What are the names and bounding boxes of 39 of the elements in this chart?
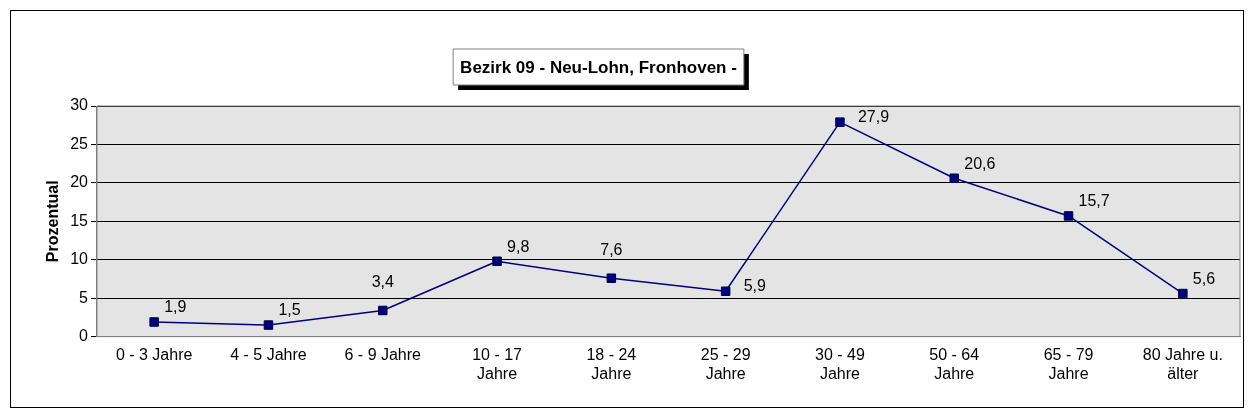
point [949, 173, 959, 183]
y-tick-label: 30 [70, 96, 89, 114]
y-tick-label: 10 [70, 250, 89, 268]
data-label: 7,6 [600, 240, 623, 258]
x-tick-label: 6 - 9 Jahre [344, 345, 422, 363]
data-label: 9,8 [507, 237, 530, 255]
point [835, 117, 845, 127]
data-label: 1,9 [164, 298, 187, 316]
point [378, 305, 388, 316]
point [263, 320, 274, 330]
chart-title: Bezirk 09 - Neu-Lohn, Fronhoven - [460, 57, 737, 77]
x-tick-label: 65 - 79 Jahre [1043, 345, 1094, 382]
y-tick-label: 5 [79, 288, 89, 306]
point [492, 256, 502, 267]
point [149, 317, 159, 327]
point [1178, 288, 1188, 299]
data-label: 5,6 [1192, 269, 1216, 287]
data-label: 15,7 [1078, 192, 1110, 210]
x-tick-label: 10 - 17 Jahre [472, 345, 523, 382]
y-axis-title: Prozentual [44, 180, 62, 263]
x-tick-label: 18 - 24 Jahre [586, 345, 637, 382]
x-tick-label: 0 - 3 Jahre [115, 345, 193, 363]
y-tick-label: 15 [70, 211, 89, 229]
x-tick-label: 25 - 29 Jahre [700, 345, 751, 382]
x-tick-label: 30 - 49 Jahre [815, 345, 865, 382]
y-tick-label: 0 [79, 327, 89, 345]
y-tick-label: 25 [70, 134, 89, 152]
x-tick-label: 4 - 5 Jahre [230, 345, 307, 363]
point [720, 286, 731, 296]
data-label: 5,9 [743, 276, 766, 294]
data-label: 3,4 [371, 272, 394, 290]
data-label: 1,5 [278, 301, 301, 319]
data-label: 20,6 [964, 154, 996, 172]
point [606, 273, 617, 283]
x-tick-label: 80 Jahre u. älter [1142, 345, 1223, 382]
y-tick-label: 20 [70, 173, 89, 191]
point [1063, 211, 1074, 221]
data-label: 27,9 [857, 107, 890, 125]
x-tick-label: 50 - 64 Jahre [929, 345, 980, 382]
